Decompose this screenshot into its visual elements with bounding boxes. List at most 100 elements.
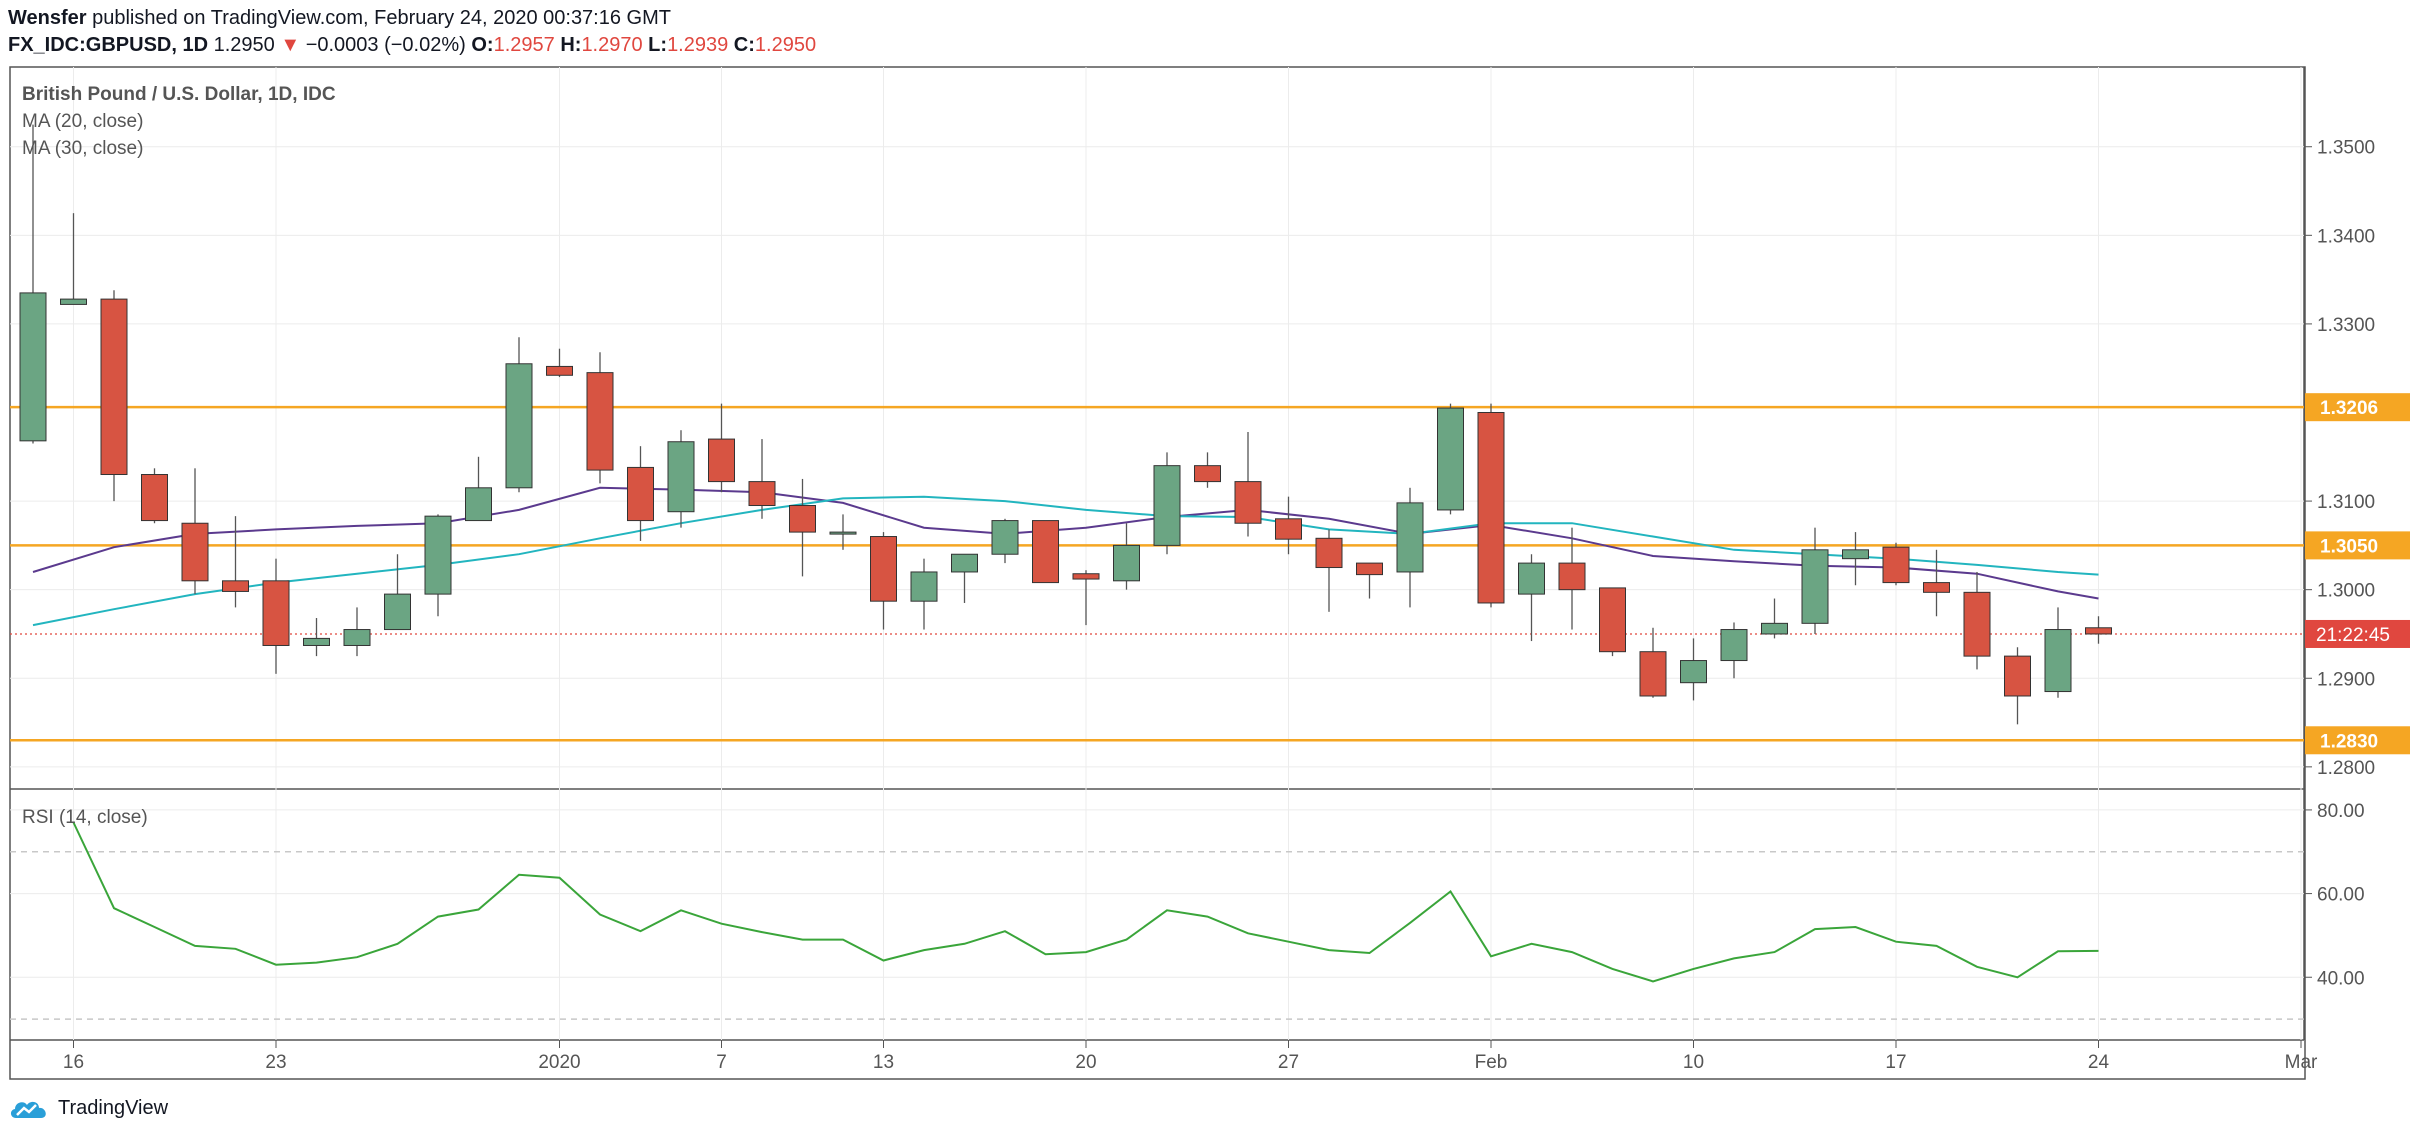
candle[interactable] bbox=[181, 468, 209, 595]
candle[interactable] bbox=[1396, 487, 1424, 608]
low-value: 1.2939 bbox=[667, 34, 729, 56]
candle[interactable] bbox=[1194, 452, 1221, 488]
candle[interactable] bbox=[1558, 527, 1586, 630]
legend-rsi[interactable]: RSI (14, close) bbox=[22, 807, 148, 828]
price-tick-label: 1.2800 bbox=[2317, 758, 2375, 779]
candle[interactable] bbox=[60, 213, 87, 305]
candle-body-down bbox=[546, 365, 573, 376]
candles bbox=[19, 124, 2112, 725]
time-tick-label: Mar bbox=[2285, 1052, 2318, 1073]
candle[interactable] bbox=[262, 558, 290, 674]
candle[interactable] bbox=[1153, 452, 1181, 555]
candle[interactable] bbox=[505, 337, 533, 493]
candle-body-down bbox=[100, 298, 128, 476]
candle-body-up bbox=[1680, 660, 1707, 684]
close-value: 1.2950 bbox=[754, 34, 817, 56]
candle[interactable] bbox=[708, 403, 735, 493]
candle[interactable] bbox=[343, 607, 371, 657]
legend-title: British Pound / U.S. Dollar, 1D, IDC bbox=[22, 84, 336, 105]
candle-body-down bbox=[627, 466, 654, 522]
change-down-icon: ▼ bbox=[280, 34, 301, 56]
candle[interactable] bbox=[1720, 622, 1748, 679]
candle-body-up bbox=[505, 363, 533, 489]
candle[interactable] bbox=[2044, 607, 2072, 698]
candle[interactable] bbox=[1315, 529, 1343, 612]
candle-body-down bbox=[1882, 546, 1910, 584]
moving-averages bbox=[32, 486, 2099, 627]
candle-body-up bbox=[303, 637, 330, 646]
open-label: O: bbox=[471, 34, 494, 56]
candle[interactable] bbox=[2085, 616, 2112, 644]
candle[interactable] bbox=[100, 290, 128, 502]
high-value: 1.2970 bbox=[581, 34, 643, 56]
level-price-tag bbox=[2305, 393, 2410, 422]
candle[interactable] bbox=[667, 430, 695, 528]
time-tick-label: 17 bbox=[1885, 1052, 1906, 1073]
candle[interactable] bbox=[303, 618, 330, 657]
candle-body-down bbox=[1356, 562, 1383, 576]
candle[interactable] bbox=[1032, 520, 1059, 584]
candle-body-down bbox=[748, 481, 776, 507]
last-price: 1.2950 bbox=[213, 34, 275, 56]
candle-body-up bbox=[1437, 407, 1464, 511]
candle[interactable] bbox=[384, 554, 411, 631]
candle-body-down bbox=[141, 474, 168, 522]
candle[interactable] bbox=[1639, 627, 1667, 698]
brand[interactable]: TradingView bbox=[8, 1094, 168, 1122]
candle[interactable] bbox=[1113, 523, 1140, 590]
price-tick-label: 1.3300 bbox=[2317, 315, 2375, 336]
candle-body-up bbox=[1842, 549, 1869, 560]
candle[interactable] bbox=[1477, 403, 1505, 608]
candle-body-down bbox=[586, 372, 614, 471]
candle[interactable] bbox=[222, 516, 249, 608]
candle[interactable] bbox=[424, 514, 452, 617]
candle[interactable] bbox=[1680, 638, 1707, 701]
candle-body-up bbox=[991, 520, 1019, 555]
candle[interactable] bbox=[1842, 532, 1869, 586]
candle[interactable] bbox=[1963, 571, 1991, 670]
candle[interactable] bbox=[991, 518, 1019, 564]
time-axis[interactable]: 16 23 2020 7 13 20 27 Feb 10 17 24 Mar bbox=[63, 1040, 2318, 1073]
candle[interactable] bbox=[627, 446, 654, 541]
low-label: L: bbox=[648, 34, 668, 56]
candle[interactable] bbox=[870, 532, 897, 630]
candle[interactable] bbox=[951, 553, 978, 603]
price-axis[interactable]: 1.3500 1.3400 1.3300 1.3100 1.3000 1.2900 1.28… bbox=[2304, 138, 2410, 990]
candle[interactable] bbox=[829, 514, 857, 550]
candle[interactable] bbox=[1599, 587, 1626, 657]
candle[interactable] bbox=[1882, 542, 1910, 586]
candle[interactable] bbox=[1275, 496, 1302, 555]
price-tick-label: 1.3100 bbox=[2317, 492, 2375, 513]
candle[interactable] bbox=[19, 124, 47, 444]
candle[interactable] bbox=[465, 456, 492, 522]
candle[interactable] bbox=[141, 468, 168, 524]
legend-ma30[interactable]: MA (30, close) bbox=[22, 138, 143, 159]
candle[interactable] bbox=[789, 478, 816, 577]
candle[interactable] bbox=[1801, 527, 1829, 634]
candle-body-down bbox=[1599, 587, 1626, 653]
candle[interactable] bbox=[1518, 554, 1545, 642]
candle[interactable] bbox=[748, 439, 776, 519]
candle-body-up bbox=[829, 531, 857, 535]
candle[interactable] bbox=[1923, 549, 1950, 617]
candle[interactable] bbox=[1761, 598, 1788, 639]
author-name[interactable]: Wensfer bbox=[8, 7, 87, 29]
candle[interactable] bbox=[546, 348, 573, 378]
candle[interactable] bbox=[586, 352, 614, 484]
close-label: C: bbox=[733, 34, 755, 56]
candle[interactable] bbox=[1072, 570, 1100, 626]
candle[interactable] bbox=[910, 558, 938, 630]
candle[interactable] bbox=[1234, 431, 1262, 537]
chart-area[interactable]: 1.3500 1.3400 1.3300 1.3100 1.3000 1.2900 1.28… bbox=[0, 0, 2415, 1090]
candle-body-down bbox=[1923, 582, 1950, 593]
candle[interactable] bbox=[1437, 403, 1464, 515]
publish-info: Wensfer published on TradingView.com, Fe… bbox=[8, 5, 671, 31]
candle[interactable] bbox=[1356, 562, 1383, 599]
time-tick-label: 7 bbox=[716, 1052, 727, 1073]
legend-ma20[interactable]: MA (20, close) bbox=[22, 111, 143, 132]
level-price-label: 1.2830 bbox=[2320, 731, 2378, 752]
tradingview-cloud-icon bbox=[10, 1101, 46, 1118]
candle[interactable] bbox=[2004, 647, 2031, 725]
candle-body-down bbox=[1072, 573, 1100, 580]
ma30-line bbox=[32, 495, 2099, 627]
